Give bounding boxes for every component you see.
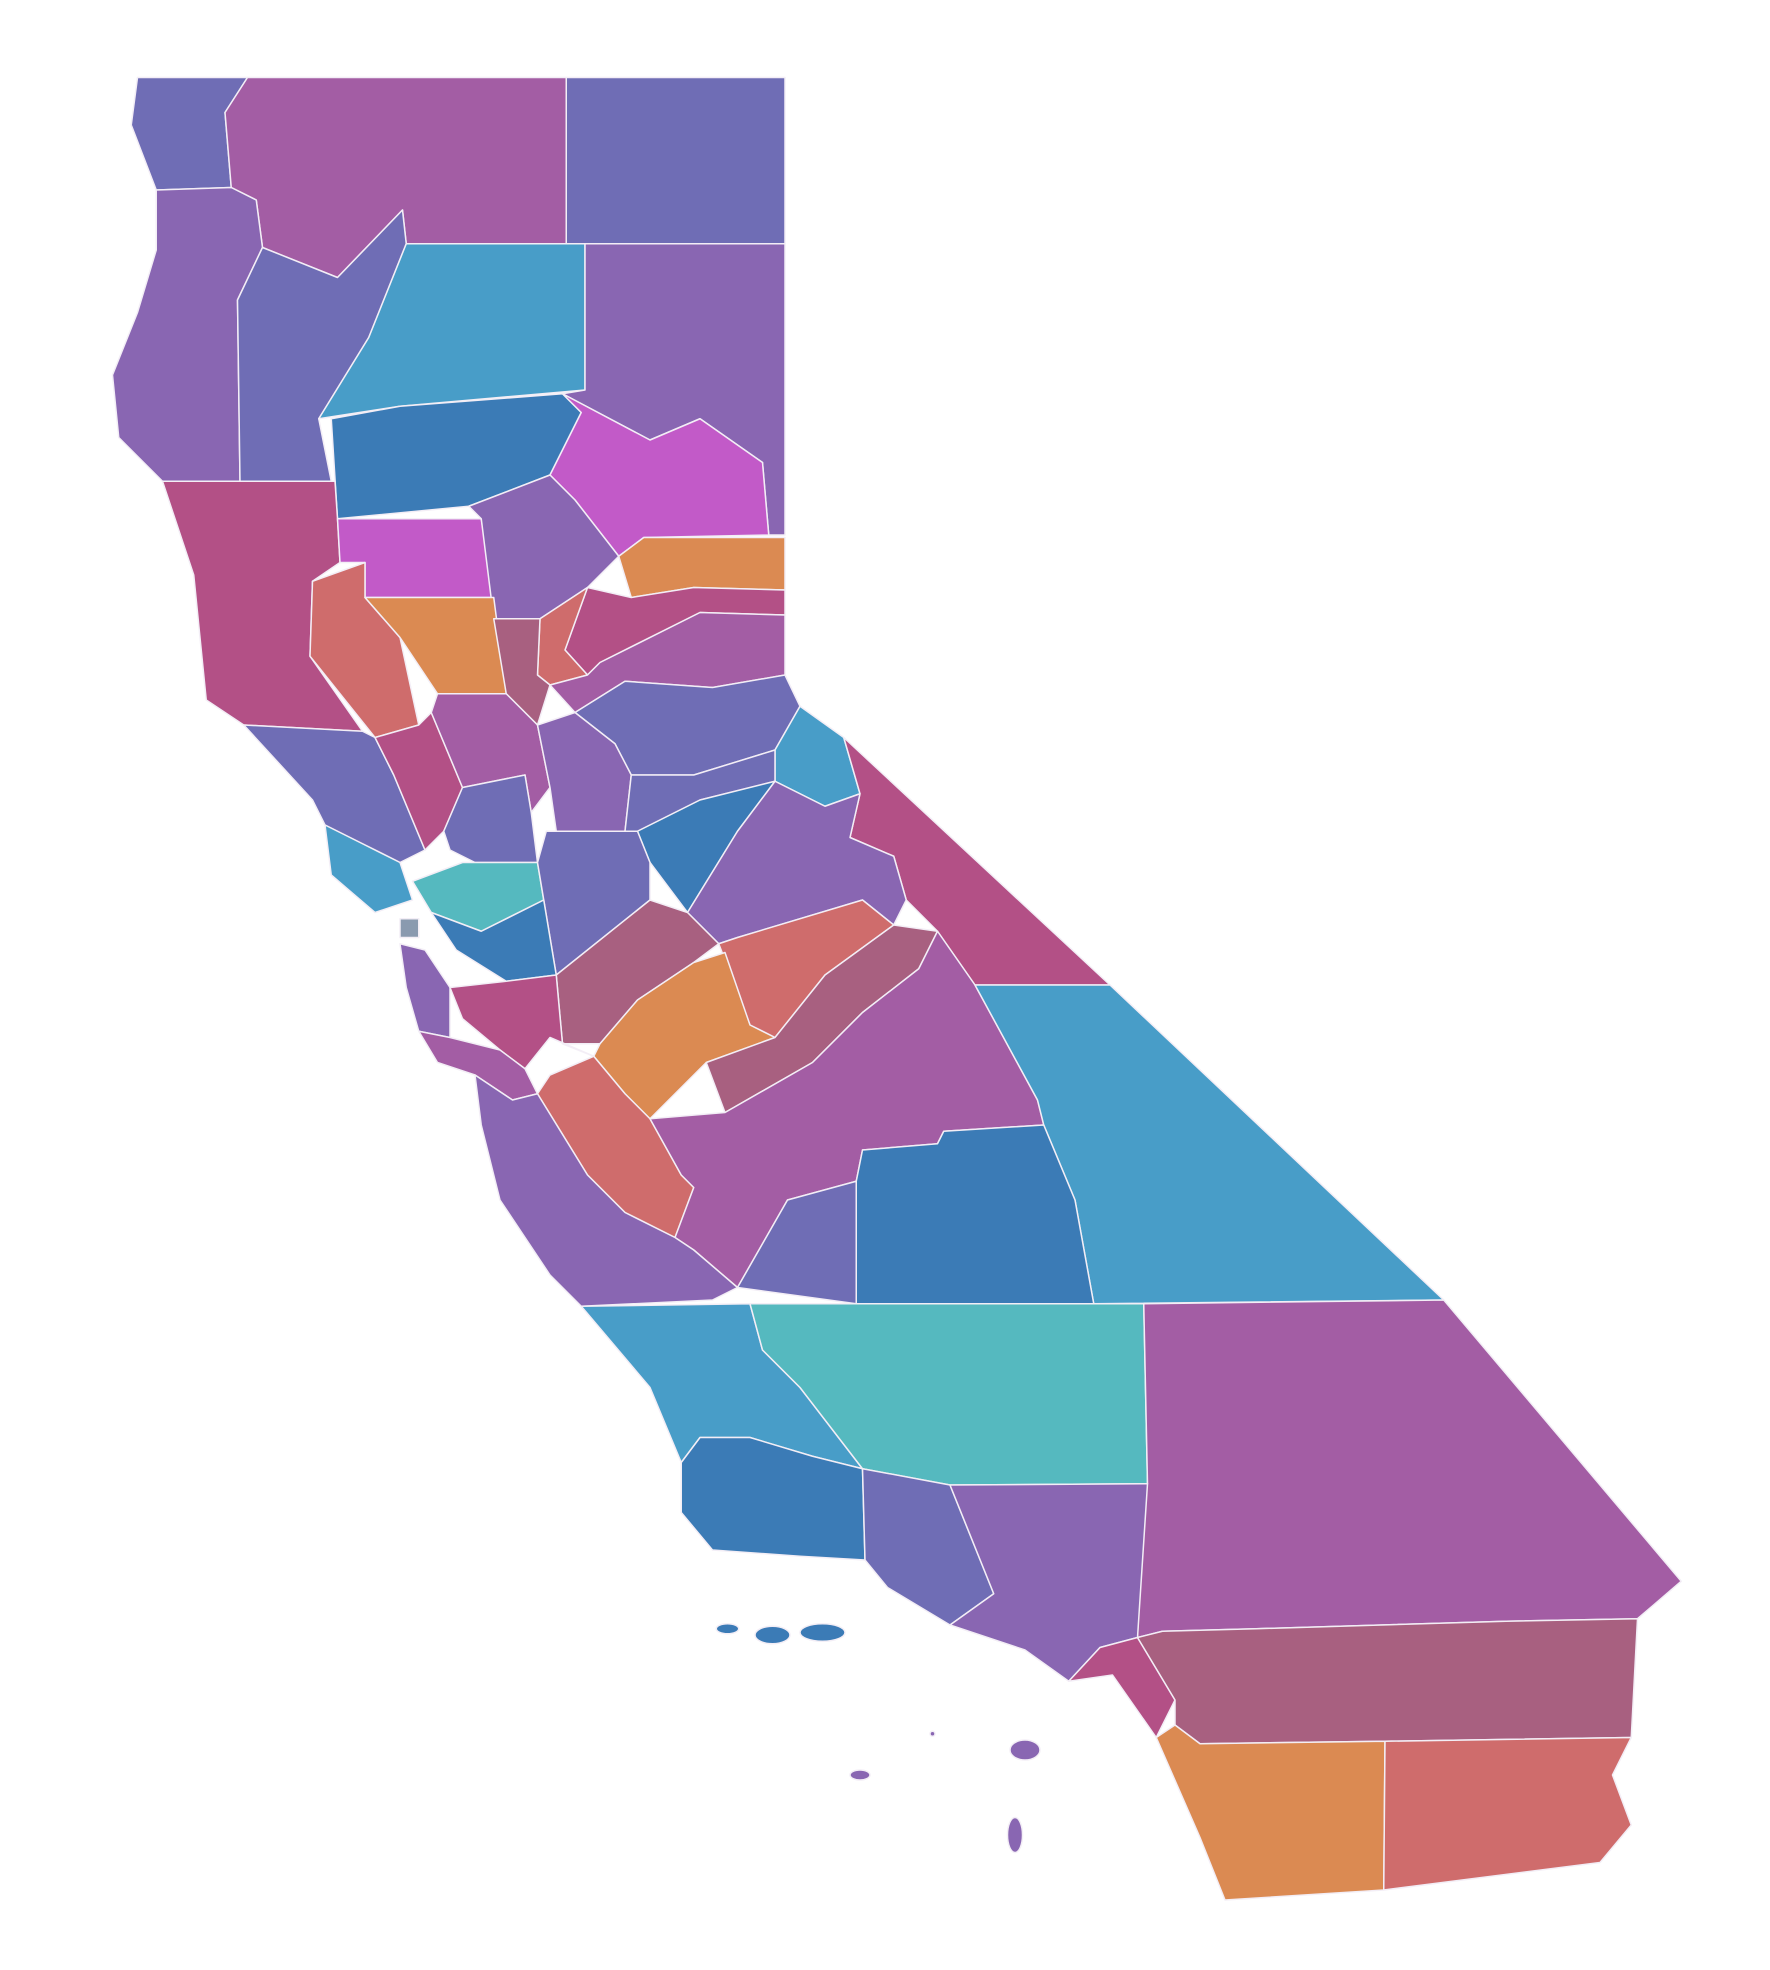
county bbox=[474, 1074, 739, 1307]
county bbox=[565, 76, 786, 245]
county bbox=[1383, 1736, 1632, 1891]
county bbox=[324, 824, 414, 914]
county bbox=[1136, 1299, 1682, 1639]
county bbox=[399, 943, 451, 1039]
island bbox=[849, 1769, 871, 1781]
county bbox=[243, 724, 426, 864]
state-map bbox=[111, 76, 1682, 1901]
island bbox=[754, 1625, 791, 1645]
island bbox=[799, 1623, 846, 1642]
county bbox=[1155, 1724, 1386, 1901]
island bbox=[1009, 1739, 1041, 1761]
county bbox=[309, 561, 420, 739]
county bbox=[399, 918, 420, 939]
county bbox=[449, 974, 595, 1070]
island bbox=[929, 1730, 936, 1737]
island bbox=[715, 1623, 740, 1635]
county bbox=[1136, 1618, 1639, 1745]
island bbox=[1006, 1816, 1024, 1854]
